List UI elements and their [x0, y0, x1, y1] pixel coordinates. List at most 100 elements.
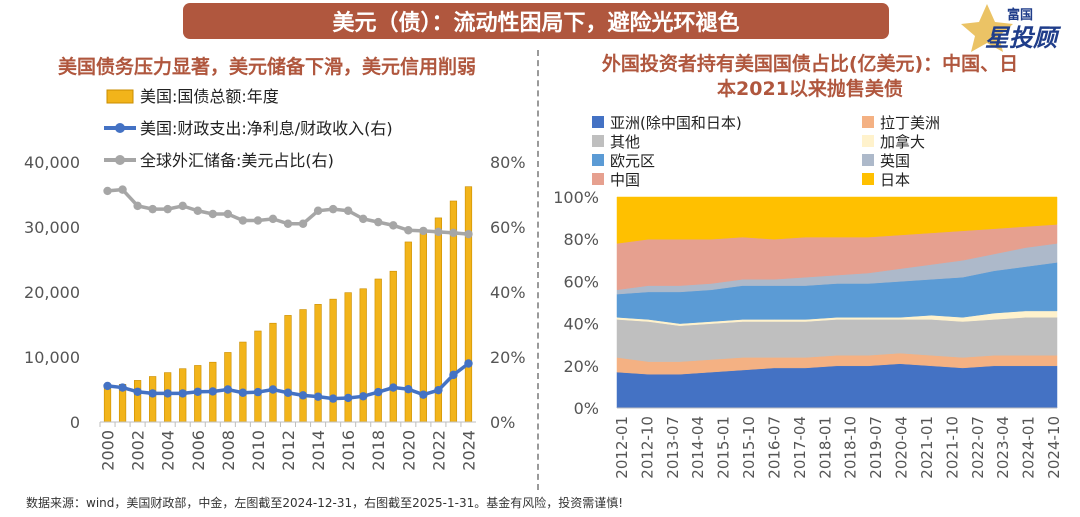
- reserve-share-point: [223, 209, 233, 219]
- interest-ratio-point: [223, 385, 233, 394]
- right-legend-swatch: [862, 173, 874, 185]
- left-x-tick-label: 2012: [279, 430, 298, 471]
- right-x-tick-label: 2023-04: [994, 416, 1012, 479]
- left-x-tick-label: 2018: [369, 430, 388, 471]
- right-x-tick-label: 2024-01: [1020, 416, 1038, 479]
- interest-ratio-point: [268, 385, 278, 394]
- left-x-tick-label: 2010: [249, 430, 268, 471]
- reserve-share-point: [449, 228, 458, 238]
- right-chart-title-line2: 本2021以来抛售美债: [717, 78, 903, 100]
- left-y-tick-label: 0: [70, 413, 80, 432]
- debt-bar: [269, 322, 277, 423]
- legend-label-debt: 美国:国债总额:年度: [140, 87, 279, 106]
- reserve-share-point: [208, 209, 217, 219]
- right-y-tick-label: 40%: [490, 283, 526, 302]
- interest-ratio-point: [208, 387, 217, 396]
- legend-label-interest: 美国:财政支出:净利息/财政收入(右): [140, 119, 393, 138]
- right-x-tick-label: 2016-07: [765, 416, 783, 479]
- reserve-share-point: [343, 206, 353, 215]
- legend-label-reserve: 全球外汇储备:美元占比(右): [140, 151, 334, 170]
- reserve-share-point: [268, 214, 278, 224]
- legend-marker-reserve: [115, 155, 125, 165]
- interest-ratio-point: [193, 387, 202, 396]
- right-y-tick-label: 80%: [490, 153, 526, 172]
- right-legend-swatch: [592, 173, 604, 185]
- left-y-tick-label: 30,000: [24, 218, 80, 237]
- right-legend-swatch: [592, 135, 604, 147]
- header-banner: 美元（债）：流动性困局下，避险光环褪色: [183, 3, 889, 39]
- right-legend-label: 日本: [880, 171, 910, 189]
- debt-bar: [464, 186, 473, 423]
- left-x-tick-label: 2022: [429, 430, 448, 471]
- interest-ratio-point: [283, 388, 293, 397]
- reserve-share-point: [313, 206, 323, 215]
- left-x-tick-label: 2006: [189, 430, 208, 471]
- reserve-share-point: [238, 216, 248, 225]
- debt-bar: [299, 309, 307, 423]
- right-x-tick-label: 2013-07: [664, 416, 682, 479]
- interest-ratio-point: [464, 359, 473, 368]
- right-legend-label: 欧元区: [610, 152, 655, 170]
- left-chart-title: 美国债务压力显著，美元储备下滑，美元信用削弱: [57, 56, 476, 78]
- reserve-share-point: [178, 201, 187, 211]
- right-y-tick-label: 0%: [490, 413, 515, 432]
- interest-ratio-point: [103, 381, 112, 391]
- interest-ratio-point: [419, 390, 428, 399]
- reserve-share-point: [163, 204, 172, 214]
- reserve-share-point: [374, 217, 383, 227]
- reserve-share-point: [419, 226, 428, 236]
- reserve-share-point: [148, 204, 157, 214]
- interest-ratio-point: [148, 389, 157, 398]
- debt-bar: [103, 384, 112, 423]
- banner-text: 美元（债）：流动性困局下，避险光环褪色: [332, 11, 740, 36]
- right-y-tick-label: 20%: [490, 348, 526, 367]
- right-x-tick-label: 2018-10: [842, 416, 860, 479]
- right-x-tick-label: 2021-01: [918, 416, 936, 479]
- right-legend-swatch: [592, 116, 604, 128]
- debt-bar: [284, 315, 292, 423]
- right-legend-label: 亚洲(除中国和日本): [610, 114, 742, 132]
- right-y-tick-label: 60%: [490, 218, 526, 237]
- right-legend-swatch: [592, 154, 604, 166]
- debt-bar: [254, 330, 262, 423]
- reserve-share-point: [133, 201, 142, 211]
- right-x-tick-label: 2020-04: [893, 416, 911, 479]
- reserve-share-point: [434, 227, 443, 237]
- left-x-tick-label: 2000: [99, 430, 118, 471]
- debt-bar: [314, 304, 322, 423]
- interest-ratio-point: [178, 389, 187, 398]
- reserve-share-point: [103, 186, 112, 196]
- left-y-tick-label: 40,000: [24, 153, 80, 172]
- interest-ratio-point: [253, 387, 263, 397]
- interest-ratio-point: [434, 385, 443, 395]
- debt-bar: [133, 380, 142, 423]
- star-icon: [961, 4, 1013, 52]
- reserve-share-point: [118, 185, 127, 194]
- reserve-share-point: [193, 206, 202, 215]
- right-x-tick-label: 2012-10: [638, 416, 656, 479]
- right-legend-swatch: [862, 135, 874, 147]
- debt-bar: [329, 298, 337, 423]
- reserve-share-point: [253, 216, 263, 225]
- interest-ratio-point: [118, 383, 127, 392]
- right-legend-label: 中国: [610, 171, 640, 189]
- area-series: [616, 196, 1058, 244]
- interest-ratio-point: [298, 391, 308, 400]
- right-chart-title: 外国投资者持有美国国债占比(亿美元)：中国、日 本2021以来抛售美债: [542, 52, 1078, 102]
- interest-ratio-point: [133, 387, 142, 396]
- right-y-tick-label: 20%: [563, 357, 599, 376]
- interest-ratio-point: [449, 370, 458, 380]
- left-x-tick-label: 2004: [159, 430, 178, 471]
- left-x-tick-label: 2016: [339, 430, 358, 471]
- interest-ratio-point: [389, 383, 398, 392]
- left-x-tick-label: 2020: [399, 430, 418, 471]
- right-x-tick-label: 2021-10: [943, 416, 961, 479]
- right-x-tick-label: 2015-10: [740, 416, 758, 479]
- reserve-share-point: [283, 219, 293, 228]
- left-x-tick-label: 2014: [309, 430, 328, 471]
- reserve-share-point: [298, 219, 308, 228]
- reserve-share-point: [359, 214, 368, 224]
- right-y-tick-label: 40%: [563, 315, 599, 334]
- debt-bar: [404, 241, 412, 423]
- right-y-tick-label: 0%: [574, 399, 599, 418]
